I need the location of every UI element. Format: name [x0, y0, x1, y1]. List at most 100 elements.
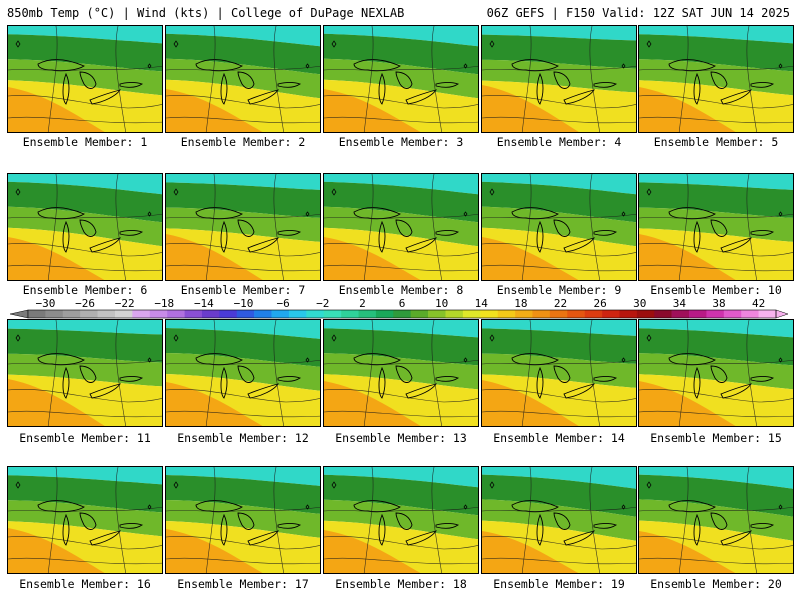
- ensemble-map-panel: [481, 173, 637, 281]
- temperature-band: [166, 89, 263, 132]
- temperature-band: [324, 26, 478, 47]
- ensemble-map-panel: [638, 25, 794, 133]
- ensemble-map-panel: [481, 466, 637, 574]
- ensemble-member-label: Ensemble Member: 2: [180, 135, 306, 149]
- temperature-band: [324, 33, 478, 75]
- station-marker: [331, 334, 337, 342]
- colorbar-segment: [497, 310, 516, 318]
- temperature-band: [8, 467, 162, 485]
- temperature-band: [482, 499, 636, 541]
- boundary-lines: [482, 174, 636, 280]
- temperature-band: [8, 353, 162, 387]
- temperature-band: [639, 174, 793, 190]
- station-marker: [305, 357, 310, 363]
- colorbar-segment: [619, 310, 638, 318]
- temperature-band: [482, 328, 636, 364]
- temperature-band: [482, 353, 636, 388]
- ensemble-member-label: Ensemble Member: 19: [493, 577, 625, 591]
- station-marker: [463, 211, 468, 217]
- temperature-band: [166, 328, 320, 367]
- temperature-band: [8, 26, 162, 44]
- temperature-band: [482, 26, 636, 41]
- colorbar-segment: [288, 310, 307, 318]
- temperature-band: [324, 499, 478, 540]
- temperature-band: [324, 320, 478, 338]
- temperature-band: [8, 328, 162, 363]
- colorbar-segment: [149, 310, 168, 318]
- temperature-band: [639, 34, 793, 72]
- colorbar-tick-label: 42: [752, 297, 765, 310]
- ensemble-map-panel: [7, 25, 163, 133]
- station-marker: [646, 188, 652, 196]
- colorbar-segment: [271, 310, 290, 318]
- station-marker: [147, 357, 152, 363]
- ensemble-map-panel: [165, 466, 321, 574]
- station-marker: [15, 40, 21, 48]
- colorbar-segment: [323, 310, 342, 318]
- colorbar-segment: [445, 310, 464, 318]
- colorbar-segment: [341, 310, 359, 318]
- temperature-band: [482, 531, 579, 573]
- temperature-band: [639, 381, 736, 426]
- temperature-band: [482, 174, 636, 195]
- ensemble-member-label: Ensemble Member: 10: [650, 283, 782, 297]
- station-marker: [147, 211, 152, 217]
- colorbar-segment: [45, 310, 64, 318]
- boundary-lines: [324, 26, 478, 132]
- temperature-band: [482, 34, 636, 69]
- colorbar-tick-label: 18: [514, 297, 527, 310]
- station-marker: [778, 504, 783, 510]
- temperature-band: [166, 58, 320, 99]
- station-marker: [173, 188, 179, 196]
- station-marker: [463, 357, 468, 363]
- colorbar-segment: [584, 310, 603, 318]
- colorbar-segment: [80, 310, 98, 318]
- boundary-lines: [482, 467, 636, 573]
- boundary-lines: [324, 467, 478, 573]
- colorbar-segment: [706, 310, 725, 318]
- colorbar-segment: [567, 310, 585, 318]
- boundary-lines: [639, 467, 793, 573]
- colorbar-segment: [393, 310, 411, 318]
- colorbar-segment: [358, 310, 377, 318]
- temperature-band: [166, 353, 320, 391]
- station-marker: [331, 40, 337, 48]
- temperature-band: [639, 328, 793, 366]
- colorbar-segment: [532, 310, 551, 318]
- temperature-band: [324, 89, 421, 132]
- boundary-lines: [324, 174, 478, 280]
- colorbar-segment: [515, 310, 533, 318]
- temperature-band: [482, 467, 636, 489]
- temperature-band: [8, 206, 162, 247]
- ensemble-member-label: Ensemble Member: 9: [496, 283, 622, 297]
- valid-time: 06Z GEFS | F150 Valid: 12Z SAT JUN 14 20…: [486, 6, 790, 20]
- temperature-band: [166, 26, 320, 47]
- temperature-band: [324, 467, 478, 488]
- station-marker: [646, 481, 652, 489]
- ensemble-map-panel: [323, 25, 479, 133]
- colorbar-segment: [758, 310, 777, 318]
- temperature-band: [8, 528, 105, 573]
- temperature-band: [166, 182, 320, 218]
- colorbar-segment: [410, 310, 429, 318]
- station-marker: [489, 188, 495, 196]
- colorbar-tick-label: −30: [35, 297, 55, 310]
- station-marker: [173, 334, 179, 342]
- ensemble-member-label: Ensemble Member: 6: [22, 283, 148, 297]
- temperature-band: [166, 475, 320, 514]
- colorbar-tick-label: −14: [194, 297, 214, 310]
- boundary-lines: [639, 26, 793, 132]
- temperature-band: [324, 237, 421, 280]
- ensemble-member-label: Ensemble Member: 16: [19, 577, 151, 591]
- boundary-lines: [482, 320, 636, 426]
- colorbar-segment: [741, 310, 759, 318]
- ensemble-map-panel: [165, 319, 321, 427]
- colorbar-tick-label: 26: [593, 297, 606, 310]
- ensemble-member-label: Ensemble Member: 8: [338, 283, 464, 297]
- colorbar-segment: [428, 310, 446, 318]
- ensemble-map-panel: [165, 25, 321, 133]
- color-scale-bar: −30 −26 −22 −18 −14 −10 −6 −2 2 6 10 14 18 22 26 30 34 38…: [9, 297, 789, 319]
- colorbar-segment: [28, 310, 46, 318]
- temperature-band: [8, 87, 105, 132]
- ensemble-map-panel: [481, 25, 637, 133]
